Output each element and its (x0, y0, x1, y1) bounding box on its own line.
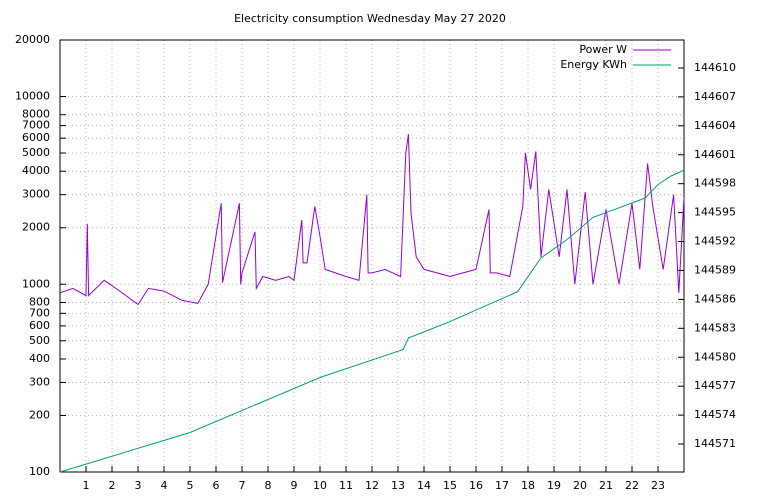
y-tick-label: 300 (29, 375, 50, 388)
y2-tick-label: 144574 (694, 408, 736, 421)
legend-label: Energy KWh (560, 58, 627, 71)
y2-tick-label: 144592 (694, 235, 736, 248)
y-tick-label: 8000 (22, 108, 50, 121)
y-tick-label: 10000 (15, 90, 50, 103)
x-tick-label: 4 (161, 479, 168, 492)
y2-tick-label: 144571 (694, 437, 736, 450)
legend-label: Power W (579, 43, 627, 56)
y2-tick-label: 144589 (694, 263, 736, 276)
chart-title: Electricity consumption Wednesday May 27… (234, 12, 506, 25)
y-tick-label: 200 (29, 408, 50, 421)
y2-tick-label: 144607 (694, 90, 736, 103)
y2-tick-label: 144604 (694, 119, 736, 132)
series-line (59, 169, 685, 473)
x-tick-label: 13 (391, 479, 405, 492)
y2-tick-label: 144610 (694, 61, 736, 74)
x-tick-label: 21 (599, 479, 613, 492)
y2-tick-label: 144601 (694, 148, 736, 161)
y-tick-label: 100 (29, 465, 50, 478)
x-tick-label: 18 (521, 479, 535, 492)
x-tick-label: 17 (495, 479, 509, 492)
x-tick-label: 6 (213, 479, 220, 492)
y2-tick-label: 144583 (694, 321, 736, 334)
x-tick-label: 20 (573, 479, 587, 492)
series-line (59, 134, 685, 306)
x-tick-label: 8 (265, 479, 272, 492)
x-tick-label: 1 (83, 479, 90, 492)
y-tick-label: 700 (29, 306, 50, 319)
y2-tick-label: 144595 (694, 206, 736, 219)
x-tick-label: 22 (625, 479, 639, 492)
y-tick-label: 7000 (22, 119, 50, 132)
y-tick-label: 800 (29, 295, 50, 308)
y-tick-label: 3000 (22, 188, 50, 201)
x-tick-label: 12 (365, 479, 379, 492)
x-tick-label: 16 (469, 479, 483, 492)
y2-tick-label: 144598 (694, 177, 736, 190)
y-tick-label: 20000 (15, 33, 50, 46)
x-tick-label: 9 (291, 479, 298, 492)
y-tick-label: 2000 (22, 221, 50, 234)
x-tick-label: 2 (109, 479, 116, 492)
y2-tick-label: 144586 (694, 292, 736, 305)
x-tick-label: 3 (135, 479, 142, 492)
y-tick-label: 400 (29, 352, 50, 365)
x-tick-label: 19 (547, 479, 561, 492)
x-tick-label: 11 (339, 479, 353, 492)
y2-tick-label: 144577 (694, 379, 736, 392)
x-tick-label: 23 (651, 479, 665, 492)
x-tick-label: 5 (187, 479, 194, 492)
x-tick-label: 7 (239, 479, 246, 492)
x-tick-label: 10 (313, 479, 327, 492)
y-tick-label: 600 (29, 319, 50, 332)
y-tick-label: 1000 (22, 277, 50, 290)
y-tick-label: 500 (29, 334, 50, 347)
x-tick-label: 14 (417, 479, 431, 492)
plot-border (59, 39, 685, 473)
y-tick-label: 4000 (22, 164, 50, 177)
y2-tick-label: 144580 (694, 350, 736, 363)
y-tick-label: 5000 (22, 146, 50, 159)
y-tick-label: 6000 (22, 131, 50, 144)
x-tick-label: 15 (443, 479, 457, 492)
